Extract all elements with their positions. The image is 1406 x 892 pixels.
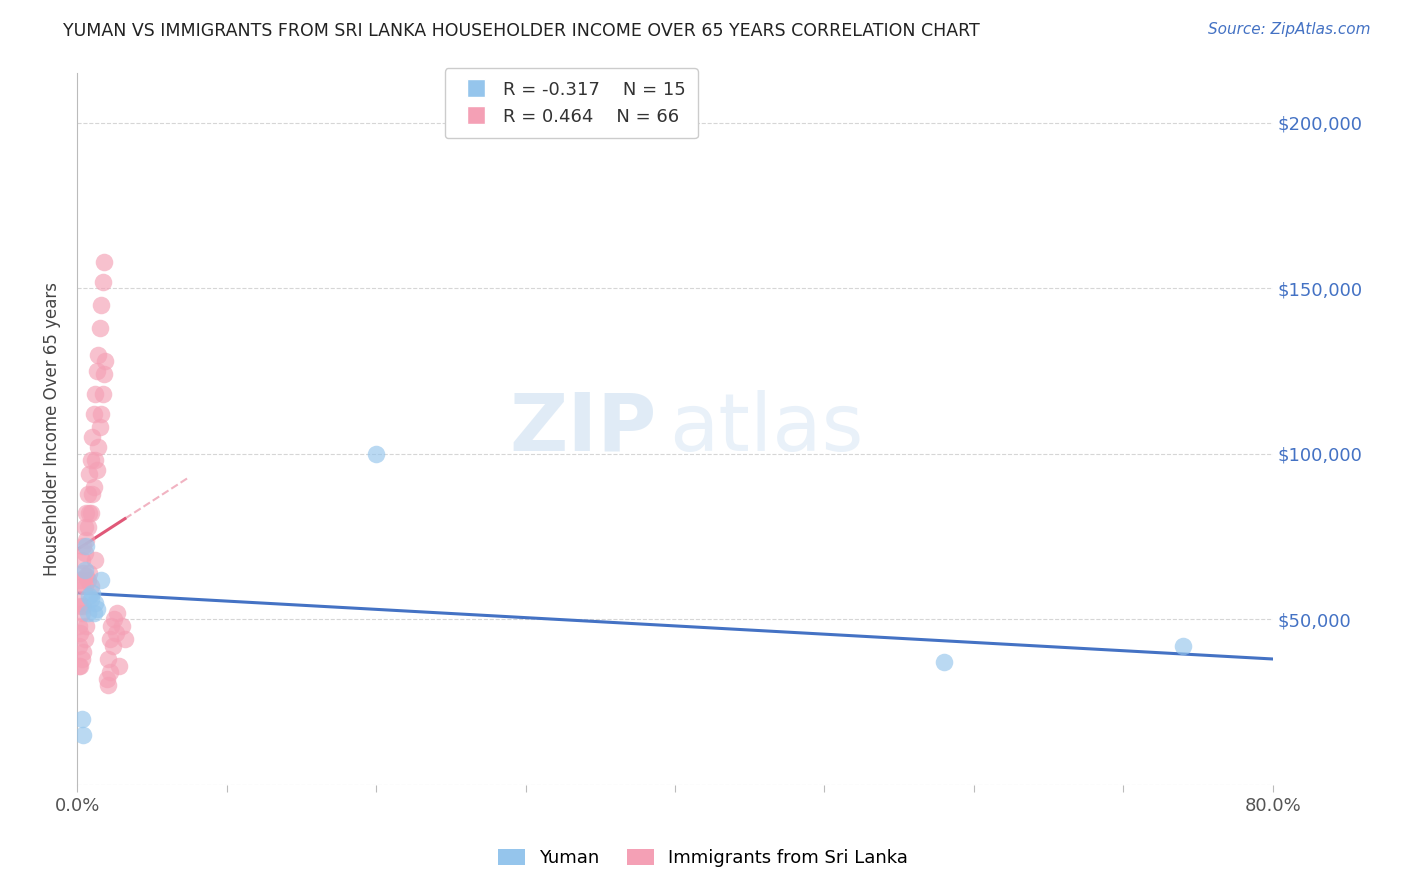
Point xyxy=(72,645,94,659)
Point xyxy=(73,546,96,560)
Point xyxy=(84,552,107,566)
Point xyxy=(72,728,94,742)
Point xyxy=(86,364,108,378)
Text: Source: ZipAtlas.com: Source: ZipAtlas.com xyxy=(1208,22,1371,37)
Point xyxy=(75,533,97,547)
Point xyxy=(70,712,93,726)
Point xyxy=(93,255,115,269)
Point xyxy=(75,507,97,521)
Point xyxy=(80,586,103,600)
Point xyxy=(364,447,387,461)
Point xyxy=(73,632,96,647)
Point xyxy=(76,519,98,533)
Point xyxy=(91,275,114,289)
Point xyxy=(91,387,114,401)
Point xyxy=(75,540,97,554)
Point xyxy=(96,672,118,686)
Point xyxy=(79,579,101,593)
Point xyxy=(75,569,97,583)
Point xyxy=(70,652,93,666)
Point xyxy=(100,619,122,633)
Point xyxy=(73,519,96,533)
Point xyxy=(69,599,91,613)
Point xyxy=(83,606,105,620)
Legend: Yuman, Immigrants from Sri Lanka: Yuman, Immigrants from Sri Lanka xyxy=(491,841,915,874)
Point xyxy=(67,639,90,653)
Point xyxy=(69,573,91,587)
Point xyxy=(69,625,91,640)
Point xyxy=(103,612,125,626)
Point xyxy=(98,665,121,680)
Point xyxy=(101,639,124,653)
Point xyxy=(77,566,100,580)
Text: YUMAN VS IMMIGRANTS FROM SRI LANKA HOUSEHOLDER INCOME OVER 65 YEARS CORRELATION : YUMAN VS IMMIGRANTS FROM SRI LANKA HOUSE… xyxy=(63,22,980,40)
Point xyxy=(72,540,94,554)
Point xyxy=(84,453,107,467)
Point xyxy=(73,579,96,593)
Point xyxy=(72,566,94,580)
Point xyxy=(79,592,101,607)
Point xyxy=(67,619,90,633)
Point xyxy=(80,486,103,500)
Point xyxy=(76,486,98,500)
Point xyxy=(79,453,101,467)
Point xyxy=(86,602,108,616)
Point xyxy=(80,430,103,444)
Point xyxy=(90,573,112,587)
Point xyxy=(76,573,98,587)
Point xyxy=(89,420,111,434)
Point xyxy=(97,678,120,692)
Point xyxy=(104,625,127,640)
Point xyxy=(97,652,120,666)
Point xyxy=(94,354,117,368)
Point xyxy=(87,440,110,454)
Point xyxy=(111,619,134,633)
Point xyxy=(69,658,91,673)
Point xyxy=(1173,639,1195,653)
Legend: R = -0.317    N = 15, R = 0.464    N = 66: R = -0.317 N = 15, R = 0.464 N = 66 xyxy=(444,68,697,138)
Point xyxy=(70,579,93,593)
Y-axis label: Householder Income Over 65 years: Householder Income Over 65 years xyxy=(44,282,60,576)
Point xyxy=(67,596,90,610)
Point xyxy=(114,632,136,647)
Point xyxy=(98,632,121,647)
Point xyxy=(83,480,105,494)
Point xyxy=(108,658,131,673)
Point xyxy=(86,463,108,477)
Point xyxy=(83,407,105,421)
Point xyxy=(77,467,100,481)
Point xyxy=(76,606,98,620)
Point xyxy=(73,563,96,577)
Point xyxy=(84,596,107,610)
Point xyxy=(67,658,90,673)
Point xyxy=(93,368,115,382)
Point xyxy=(75,619,97,633)
Point xyxy=(932,655,955,669)
Text: ZIP: ZIP xyxy=(510,390,657,468)
Point xyxy=(70,552,93,566)
Point xyxy=(84,387,107,401)
Point xyxy=(79,507,101,521)
Text: atlas: atlas xyxy=(669,390,863,468)
Point xyxy=(72,599,94,613)
Point xyxy=(77,589,100,603)
Point xyxy=(89,321,111,335)
Point xyxy=(87,347,110,361)
Point xyxy=(107,606,129,620)
Point xyxy=(77,507,100,521)
Point xyxy=(90,298,112,312)
Point xyxy=(90,407,112,421)
Point xyxy=(70,606,93,620)
